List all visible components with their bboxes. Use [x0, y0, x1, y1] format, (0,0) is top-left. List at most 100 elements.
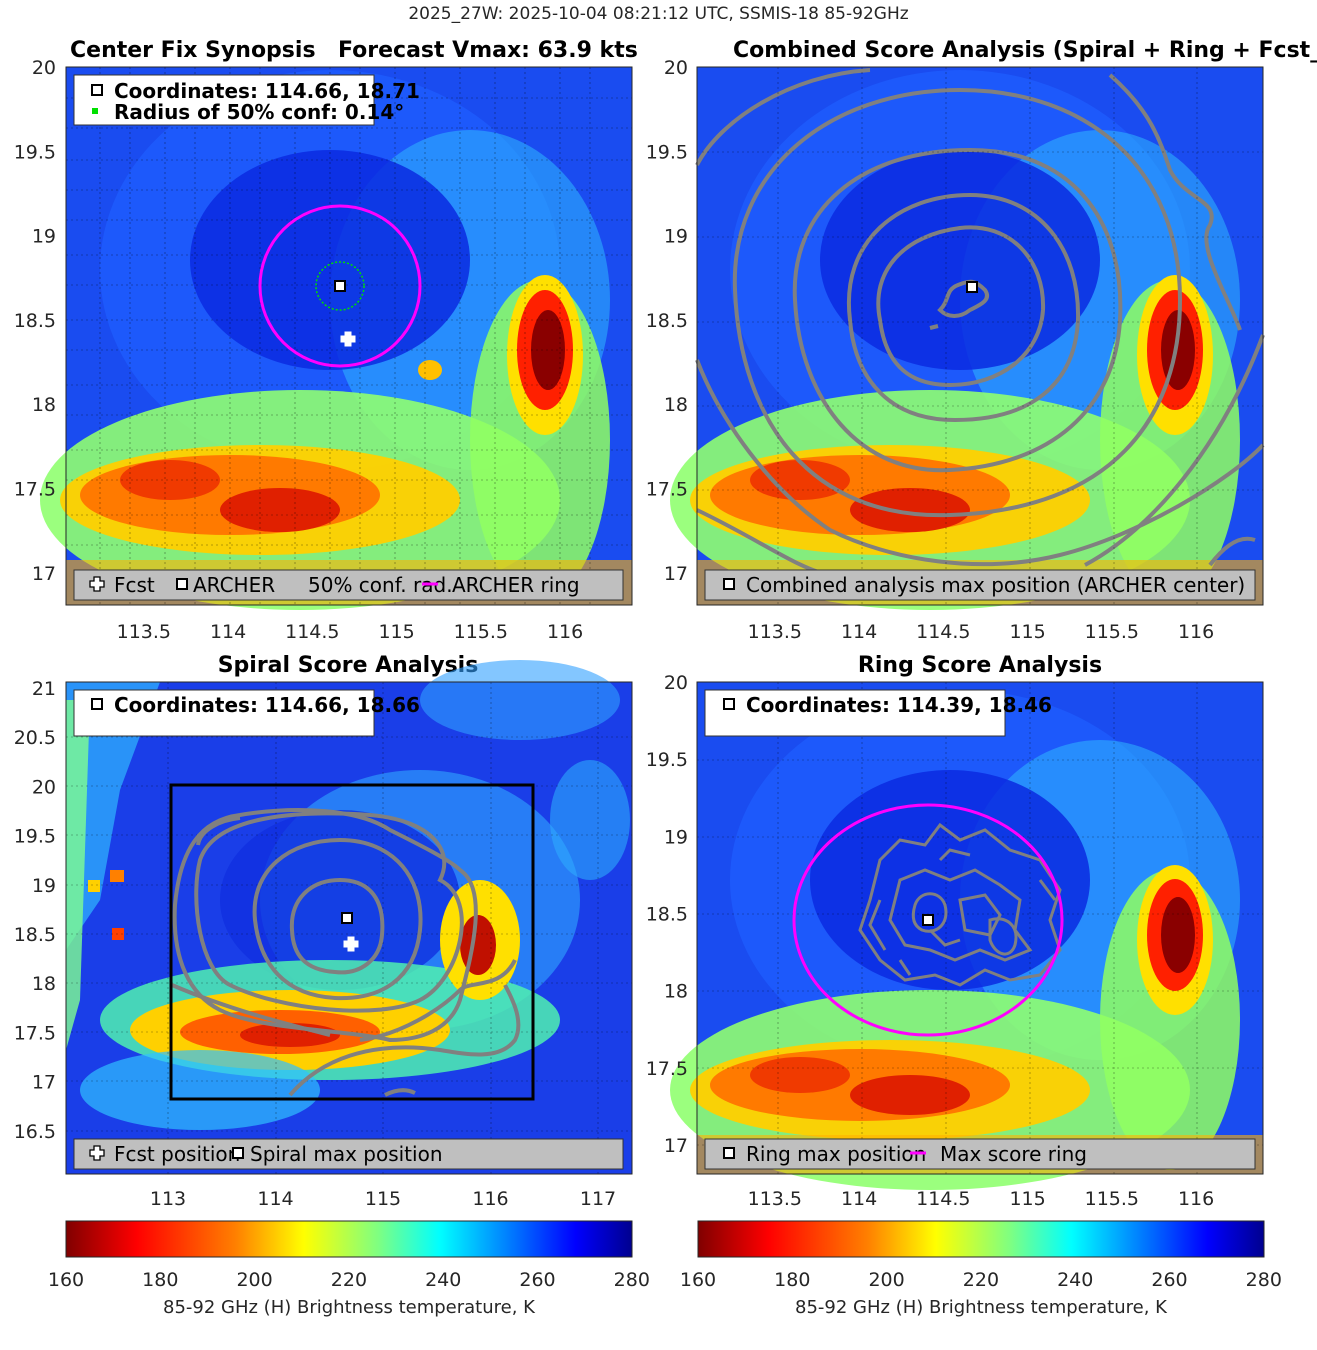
ring-x-tick: 115.5	[1085, 1188, 1139, 1210]
spiral-y-tick: 19.5	[14, 826, 56, 848]
combined-y-tick: 20	[664, 57, 688, 79]
colorbar-right-label: 85-92 GHz (H) Brightness temperature, K	[795, 1297, 1168, 1318]
spiral-panel: Spiral Score Analysis	[65, 653, 633, 1175]
combined-x-tick: 113.5	[748, 621, 802, 643]
synopsis-grid	[66, 67, 632, 605]
ring-y-tick: 19.5	[646, 749, 688, 771]
synopsis-y-tick: 19.5	[14, 141, 56, 163]
ring-y-tick: 17.5	[646, 1058, 688, 1080]
synopsis-x-tick: 114.5	[285, 621, 339, 643]
spiral-x-tick: 117	[580, 1188, 616, 1210]
spiral-y-tick: 17.5	[14, 1022, 56, 1044]
combined-y-tick: 18.5	[646, 310, 688, 332]
ring-y-tick: 18.5	[646, 903, 688, 925]
ring-info-box: Coordinates: 114.39, 18.46	[704, 689, 1052, 737]
synopsis-x-tick: 115.5	[454, 621, 508, 643]
synopsis-conf-circle	[315, 261, 365, 311]
ring-x-tick: 113.5	[748, 1188, 802, 1210]
colorbar-left-tick: 220	[331, 1269, 367, 1291]
ring-y-tick: 17	[664, 1135, 688, 1157]
combined-x-tick: 116	[1178, 621, 1214, 643]
spiral-x-tick: 113	[150, 1188, 186, 1210]
ring-max-score-ring	[792, 803, 1064, 1037]
colorbar-right-tick: 180	[774, 1269, 810, 1291]
ring-y-tick: 20	[664, 672, 688, 694]
synopsis-legend-archer: ARCHER	[193, 573, 275, 597]
synopsis-archer-ring	[258, 204, 422, 368]
combined-x-tick: 115.5	[1085, 621, 1139, 643]
ring-x-tick: 116	[1178, 1188, 1214, 1210]
combined-panel: Combined Score Analysis (Spiral + Ring +…	[670, 38, 1317, 610]
synopsis-y-tick: 17.5	[14, 479, 56, 501]
synopsis-y-tick: 18	[32, 394, 56, 416]
ring-title: Ring Score Analysis	[858, 653, 1102, 678]
combined-heatmap	[670, 67, 1263, 610]
ring-coordinates: Coordinates: 114.39, 18.46	[746, 693, 1052, 717]
ring-max-marker	[922, 914, 934, 926]
spiral-y-tick: 16.5	[14, 1121, 56, 1143]
colorbar-left-label: 85-92 GHz (H) Brightness temperature, K	[163, 1297, 536, 1318]
combined-y-tick: 19	[664, 226, 688, 248]
colorbar-left-tick: 280	[614, 1269, 650, 1291]
spiral-legend-spiral: Spiral max position	[250, 1142, 443, 1166]
spiral-legend-fcst: Fcst position	[114, 1142, 240, 1166]
synopsis-fcst-marker	[340, 331, 356, 347]
colorbar-left-tick: 160	[48, 1269, 84, 1291]
spiral-contours	[171, 808, 521, 1097]
combined-max-marker	[966, 281, 978, 293]
synopsis-x-tick: 114	[210, 621, 246, 643]
combined-y-tick: 17.5	[646, 479, 688, 501]
combined-legend-text: Combined analysis max position (ARCHER c…	[746, 573, 1245, 597]
spiral-y-tick: 18	[32, 973, 56, 995]
spiral-y-tick: 21	[32, 678, 56, 700]
combined-legend: Combined analysis max position (ARCHER c…	[704, 569, 1256, 601]
spiral-y-tick: 17	[32, 1072, 56, 1094]
figure-suptitle: 2025_27W: 2025-10-04 08:21:12 UTC, SSMIS…	[408, 4, 909, 24]
synopsis-legend-ring: ARCHER ring	[452, 573, 580, 597]
colorbar-right-tick: 160	[680, 1269, 716, 1291]
ring-legend-max: Ring max position	[746, 1142, 926, 1166]
colorbar-right-tick: 220	[963, 1269, 999, 1291]
synopsis-heatmap	[40, 67, 632, 610]
combined-y-tick: 18	[664, 394, 688, 416]
ring-x-tick: 115	[1009, 1188, 1045, 1210]
synopsis-vmax: Forecast Vmax: 63.9 kts	[338, 38, 638, 63]
spiral-info-box: Coordinates: 114.66, 18.66	[73, 689, 420, 737]
synopsis-info-box: Coordinates: 114.66, 18.71 Radius of 50%…	[73, 74, 420, 126]
axis-ticks: 113.5 114 114.5 115 115.5 116 20 19.5 19 18.5 18 17…	[14, 57, 1282, 1291]
combined-x-tick: 115	[1009, 621, 1045, 643]
spiral-legend: Fcst position Spiral max position	[73, 1138, 624, 1170]
spiral-x-tick: 115	[365, 1188, 401, 1210]
spiral-coordinates: Coordinates: 114.66, 18.66	[114, 693, 420, 717]
synopsis-coordinates: Coordinates: 114.66, 18.71	[114, 79, 420, 103]
ring-x-tick: 114.5	[916, 1188, 970, 1210]
spiral-search-box	[169, 783, 535, 1101]
ring-y-tick: 18	[664, 981, 688, 1003]
ring-legend: Ring max position Max score ring	[704, 1138, 1256, 1170]
synopsis-y-tick: 19	[32, 226, 56, 248]
combined-x-tick: 114	[841, 621, 877, 643]
synopsis-legend: Fcst ARCHER 50% conf. rad. ARCHER ring	[73, 569, 624, 601]
synopsis-title: Center Fix Synopsis	[70, 38, 316, 63]
combined-y-tick: 19.5	[646, 141, 688, 163]
colorbar-right: 85-92 GHz (H) Brightness temperature, K	[697, 1220, 1265, 1318]
ring-heatmap	[670, 682, 1263, 1190]
synopsis-legend-fcst: Fcst	[114, 573, 155, 597]
ring-panel: Ring Score Analysis	[670, 653, 1264, 1190]
spiral-grid	[66, 682, 632, 1174]
spiral-title: Spiral Score Analysis	[218, 653, 479, 678]
colorbar-right-tick: 240	[1057, 1269, 1093, 1291]
colorbar-left-tick: 240	[425, 1269, 461, 1291]
spiral-y-tick: 20.5	[14, 727, 56, 749]
colorbar-right-tick: 280	[1246, 1269, 1282, 1291]
synopsis-archer-marker	[334, 280, 346, 292]
ring-legend-ring: Max score ring	[940, 1142, 1087, 1166]
spiral-x-tick: 116	[472, 1188, 508, 1210]
combined-contours	[695, 68, 1265, 577]
colorbar-left-tick: 260	[519, 1269, 555, 1291]
synopsis-x-tick: 116	[547, 621, 583, 643]
colorbar-right-tick: 260	[1151, 1269, 1187, 1291]
spiral-x-tick: 114	[257, 1188, 293, 1210]
synopsis-y-tick: 18.5	[14, 310, 56, 332]
